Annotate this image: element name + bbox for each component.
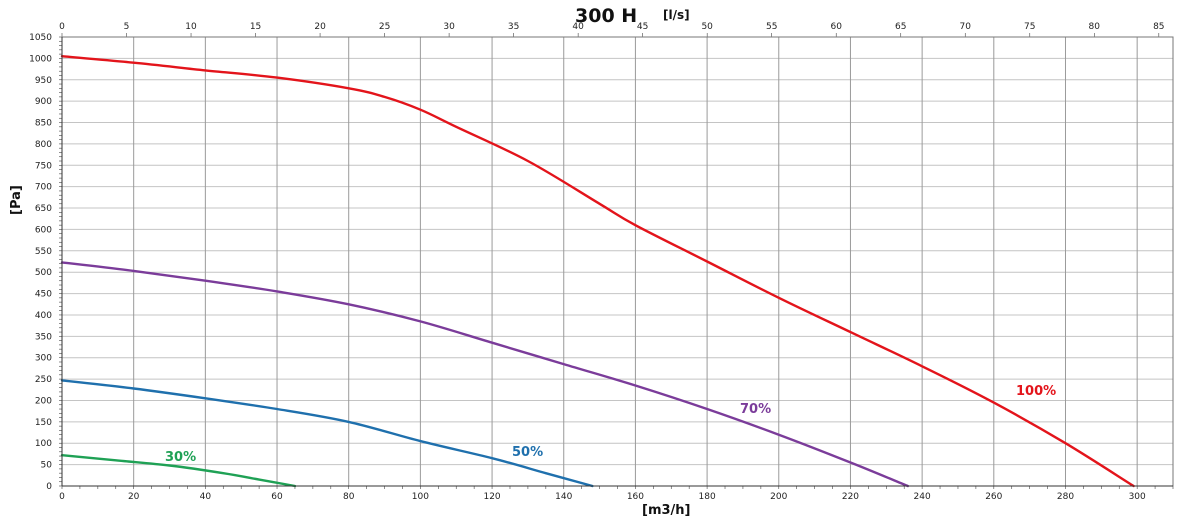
- x-tick-label: 240: [914, 492, 931, 502]
- y-tick-label: 900: [35, 97, 52, 107]
- x-tick-label: 140: [555, 492, 572, 502]
- y-axis-label: [Pa]: [9, 185, 24, 215]
- series-line-100pct: [60, 55, 1135, 488]
- y-tick-label: 650: [35, 204, 52, 214]
- top-x-tick-labels: 0 5 10 15 20 25 30 35 40 45 50 55 60 65 70 75 80 85: [59, 22, 1164, 32]
- x-tick-label: 120: [483, 492, 500, 502]
- y-tick-label: 600: [35, 225, 52, 235]
- y-tick-label: 400: [35, 311, 52, 321]
- top-x-tick-label: 10: [185, 22, 197, 32]
- series-labels: 100% 70% 50% 30%: [165, 384, 1056, 465]
- series-label-100pct: 100%: [1016, 384, 1056, 399]
- top-x-tick-label: 40: [572, 22, 584, 32]
- top-x-tick-label: 35: [508, 22, 519, 32]
- y-tick-label: 250: [35, 375, 52, 385]
- y-tick-label: 800: [35, 140, 52, 150]
- y-tick-label: 550: [35, 247, 52, 257]
- x-tick-label: 220: [842, 492, 859, 502]
- y-tick-label: 50: [41, 461, 53, 471]
- y-tick-label: 700: [35, 183, 52, 193]
- y-tick-label: 1050: [29, 33, 52, 43]
- y-tick-label: 1000: [29, 54, 52, 64]
- axes: [59, 33, 1174, 489]
- grid: [61, 36, 1173, 487]
- x-axis-label: [m3/h]: [642, 503, 690, 517]
- y-tick-label: 950: [35, 76, 52, 86]
- x-tick-label: 160: [627, 492, 644, 502]
- top-x-tick-label: 20: [314, 22, 326, 32]
- top-x-tick-label: 50: [701, 22, 713, 32]
- y-tick-label: 850: [35, 119, 52, 129]
- y-tick-label: 100: [35, 439, 52, 449]
- y-tick-label: 500: [35, 268, 52, 278]
- y-tick-label: 450: [35, 290, 52, 300]
- x-tick-label: 200: [770, 492, 787, 502]
- top-x-tick-label: 0: [59, 22, 65, 32]
- top-x-tick-label: 65: [895, 22, 906, 32]
- series-line-30pct: [60, 454, 297, 488]
- x-tick-label: 180: [699, 492, 716, 502]
- curves: [60, 55, 1135, 488]
- y-tick-label: 300: [35, 354, 52, 364]
- plot-frame: [61, 36, 1174, 487]
- x-tick-label: 40: [200, 492, 212, 502]
- x-tick-label: 60: [271, 492, 283, 502]
- series-label-50pct: 50%: [512, 445, 543, 460]
- x-tick-label: 300: [1129, 492, 1146, 502]
- series-label-70pct: 70%: [740, 402, 771, 417]
- series-label-30pct: 30%: [165, 450, 196, 465]
- x-tick-label: 260: [985, 492, 1002, 502]
- x-tick-label: 80: [343, 492, 355, 502]
- top-x-tick-label: 45: [637, 22, 648, 32]
- x-tick-label: 20: [128, 492, 140, 502]
- top-x-tick-label: 15: [250, 22, 261, 32]
- y-tick-label: 350: [35, 332, 52, 342]
- chart-title: 300 H: [575, 5, 637, 27]
- chart-title-unit: [l/s]: [663, 8, 690, 22]
- y-tick-label: 750: [35, 161, 52, 171]
- series-line-50pct: [60, 379, 594, 488]
- top-x-tick-label: 25: [379, 22, 390, 32]
- top-x-tick-label: 60: [830, 22, 842, 32]
- x-tick-label: 0: [59, 492, 65, 502]
- y-tick-labels: 0 50 100 150 200 250 300 350 400 450 500 550 600 650 7…: [29, 33, 52, 492]
- y-tick-label: 200: [35, 396, 52, 406]
- x-tick-label: 280: [1057, 492, 1074, 502]
- x-tick-labels: 0 20 40 60 80 100 120 140 160 180 200 220 240 260 280 3…: [59, 492, 1146, 502]
- x-tick-label: 100: [412, 492, 429, 502]
- top-x-tick-label: 75: [1024, 22, 1035, 32]
- top-x-tick-label: 85: [1153, 22, 1164, 32]
- series-line-70pct: [60, 261, 909, 488]
- top-x-tick-label: 80: [1089, 22, 1101, 32]
- top-x-tick-label: 70: [960, 22, 972, 32]
- top-x-tick-label: 55: [766, 22, 777, 32]
- y-tick-label: 150: [35, 418, 52, 428]
- top-x-tick-label: 30: [443, 22, 455, 32]
- y-tick-label: 0: [46, 482, 52, 492]
- top-x-tick-label: 5: [124, 22, 130, 32]
